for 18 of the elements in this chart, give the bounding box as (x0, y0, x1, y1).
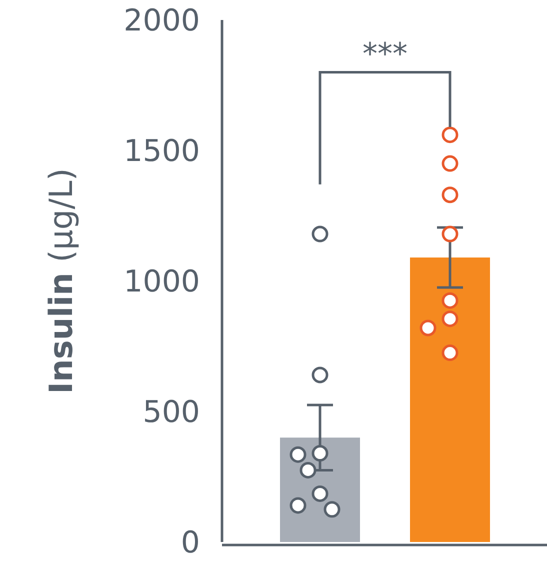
point (442, 292, 458, 309)
point (442, 310, 458, 328)
point (312, 366, 328, 384)
point (442, 155, 458, 172)
y-tick-label: 2000 (124, 4, 200, 38)
y-tick-label: 1500 (124, 134, 200, 169)
annotation: *** (362, 37, 408, 72)
point (442, 344, 458, 362)
y-tick-label: 500 (142, 395, 200, 430)
point (312, 485, 328, 502)
point (312, 226, 328, 242)
point (442, 186, 458, 204)
point (442, 126, 458, 144)
y-axis-title: Insulin (μg/L) (42, 168, 80, 394)
point (312, 445, 328, 462)
y-tick-label: 0 (180, 526, 200, 560)
point (442, 226, 458, 242)
y-tick-label: 1000 (124, 264, 200, 300)
